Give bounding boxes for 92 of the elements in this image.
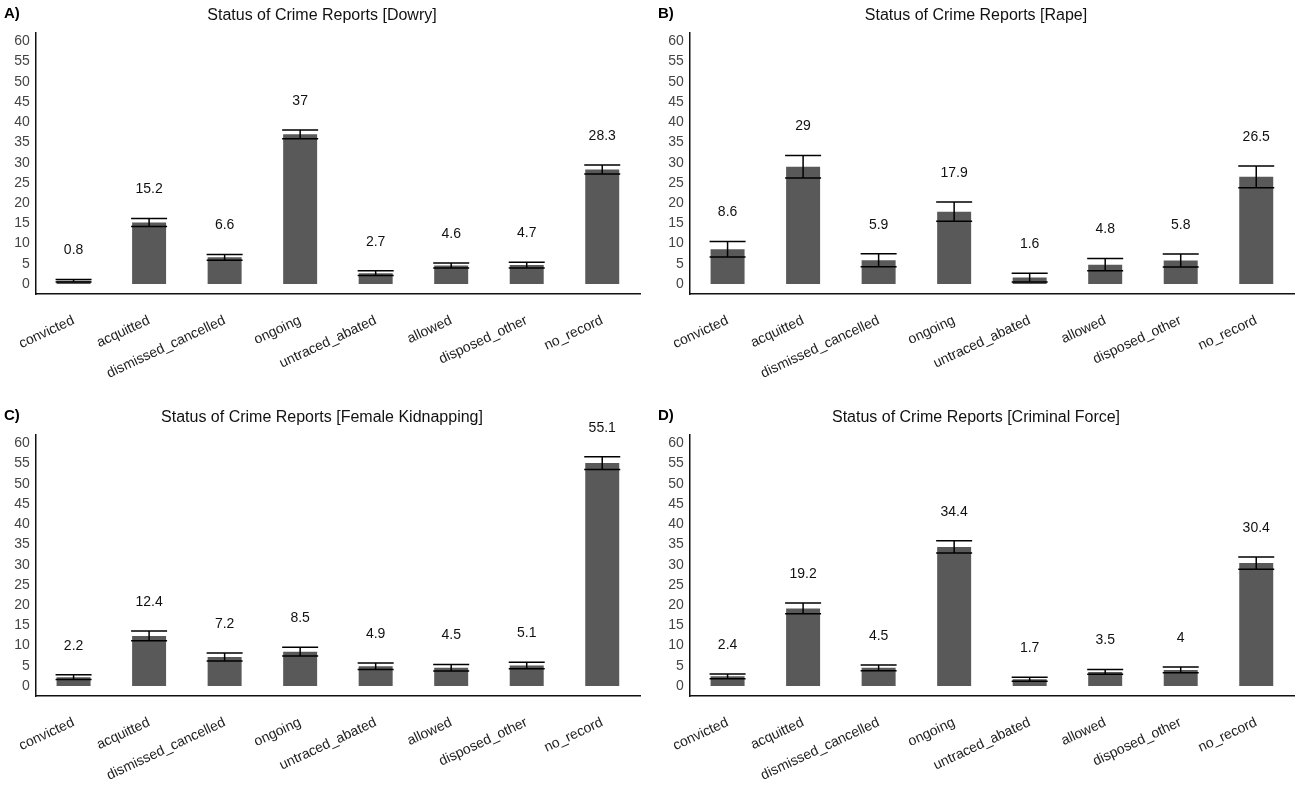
y-tick-label: 60 xyxy=(668,434,685,451)
y-tick-label: 25 xyxy=(14,575,31,592)
data-label: 5.1 xyxy=(516,624,537,641)
y-tick-label: 40 xyxy=(14,515,31,532)
data-label: 8.6 xyxy=(717,203,738,220)
chart-title: Status of Crime Reports [Female Kidnapping] xyxy=(161,408,483,426)
y-tick-label: 15 xyxy=(668,214,685,231)
y-tick-label: 0 xyxy=(676,676,685,693)
y-tick-label: 5 xyxy=(676,254,685,271)
data-label: 4.7 xyxy=(516,224,537,241)
data-label: 7.2 xyxy=(214,614,235,631)
data-label: 2.4 xyxy=(717,635,738,652)
text: C) xyxy=(4,406,20,423)
data-label: 34.4 xyxy=(940,502,968,519)
data-label: 5.8 xyxy=(1170,215,1191,232)
data-label: 4.8 xyxy=(1095,220,1116,237)
data-label: 4.6 xyxy=(441,224,462,241)
data-label: 4 xyxy=(1176,628,1185,645)
y-tick-label: 15 xyxy=(14,214,31,231)
y-tick-label: 55 xyxy=(668,52,685,69)
y-tick-label: 20 xyxy=(668,194,685,210)
data-label: 2.2 xyxy=(63,636,84,653)
chart-title: Status of Crime Reports [Dowry] xyxy=(207,6,437,24)
data-label: 3.5 xyxy=(1095,631,1116,648)
data-label: 5.9 xyxy=(868,215,889,232)
data-label: 17.9 xyxy=(940,163,968,180)
y-tick-label: 25 xyxy=(668,575,685,592)
y-tick-label: 45 xyxy=(14,494,31,511)
data-label: 26.5 xyxy=(1242,127,1271,144)
y-tick-label: 45 xyxy=(668,92,685,109)
y-tick-label: 45 xyxy=(14,92,31,109)
y-tick-label: 0 xyxy=(22,274,31,291)
data-label: 4.5 xyxy=(441,626,462,643)
y-tick-label: 10 xyxy=(14,636,31,653)
chart-title: Status of Crime Reports [Criminal Force] xyxy=(831,408,1121,426)
text: D) xyxy=(658,406,674,423)
y-tick-label: 5 xyxy=(676,656,685,673)
y-tick-label: 15 xyxy=(14,616,31,633)
y-tick-label: 0 xyxy=(676,274,685,291)
chart-title: Status of Crime Reports [Rape] xyxy=(864,6,1088,24)
y-tick-label: 5 xyxy=(22,656,31,673)
y-tick-label: 25 xyxy=(668,173,685,190)
y-tick-label: 60 xyxy=(14,434,31,451)
y-tick-label: 10 xyxy=(668,636,685,653)
y-tick-label: 45 xyxy=(668,494,685,511)
data-label: 30.4 xyxy=(1242,518,1271,535)
y-tick-label: 5 xyxy=(22,254,31,271)
y-tick-label: 25 xyxy=(14,173,31,190)
data-label: 19.2 xyxy=(789,564,817,581)
data-label: 29 xyxy=(795,117,812,134)
text: B) xyxy=(658,4,674,21)
y-tick-label: 60 xyxy=(14,32,31,49)
y-tick-label: 40 xyxy=(14,113,31,130)
data-label: 2.7 xyxy=(365,232,386,249)
y-tick-label: 35 xyxy=(14,133,31,150)
y-tick-label: 55 xyxy=(14,52,31,69)
y-tick-label: 50 xyxy=(14,474,31,491)
data-label: 28.3 xyxy=(588,126,617,143)
y-tick-label: 30 xyxy=(668,153,685,170)
y-tick-label: 30 xyxy=(668,555,685,572)
data-label: 1.7 xyxy=(1019,639,1040,656)
y-tick-label: 10 xyxy=(668,234,685,251)
data-label: 8.5 xyxy=(290,609,311,626)
y-tick-label: 0 xyxy=(22,676,31,693)
y-tick-label: 20 xyxy=(14,596,31,612)
y-tick-label: 55 xyxy=(14,454,31,471)
data-label: 1.6 xyxy=(1019,235,1040,251)
y-tick-label: 50 xyxy=(14,72,31,89)
data-label: 55.1 xyxy=(588,418,617,435)
data-label: 6.6 xyxy=(214,216,235,233)
data-label: 4.5 xyxy=(868,626,889,643)
data-label: 0.8 xyxy=(63,241,84,258)
y-tick-label: 35 xyxy=(668,535,685,552)
y-tick-label: 40 xyxy=(668,113,685,130)
data-label: 37 xyxy=(292,91,309,108)
y-tick-label: 10 xyxy=(14,234,31,251)
y-tick-label: 35 xyxy=(14,535,31,552)
y-tick-label: 50 xyxy=(668,72,685,89)
y-tick-label: 40 xyxy=(668,515,685,532)
y-tick-label: 15 xyxy=(668,616,685,633)
y-tick-label: 30 xyxy=(14,153,31,170)
y-tick-label: 35 xyxy=(668,133,685,150)
text: A) xyxy=(4,4,20,21)
y-tick-label: 20 xyxy=(14,194,31,210)
y-tick-label: 60 xyxy=(668,32,685,49)
y-tick-label: 55 xyxy=(668,454,685,471)
y-tick-label: 30 xyxy=(14,555,31,572)
y-tick-label: 50 xyxy=(668,474,685,491)
y-tick-label: 20 xyxy=(668,596,685,612)
data-label: 12.4 xyxy=(135,592,163,609)
data-label: 15.2 xyxy=(135,180,163,197)
data-label: 4.9 xyxy=(365,624,386,641)
